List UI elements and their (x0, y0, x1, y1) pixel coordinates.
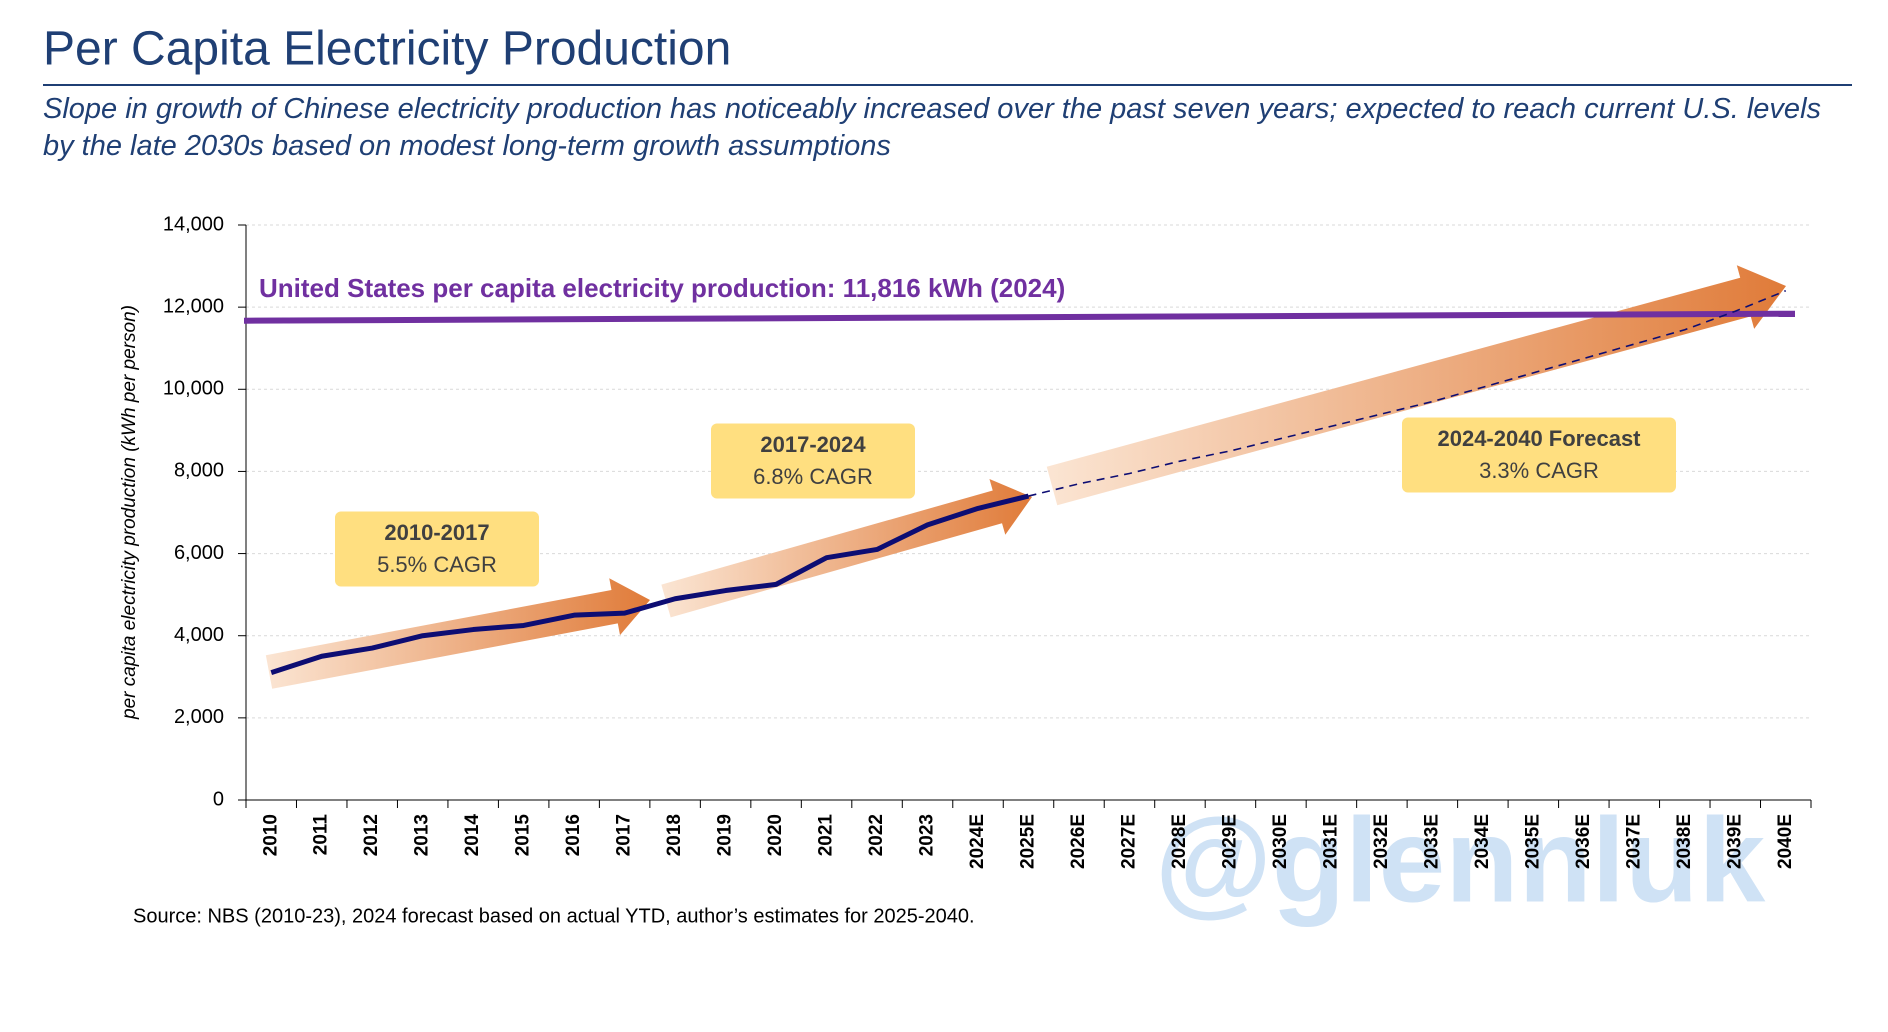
x-tick-label: 2026E (1068, 814, 1089, 869)
y-tick-label: 12,000 (163, 295, 224, 317)
source-note: Source: NBS (2010-23), 2024 forecast bas… (133, 905, 975, 927)
x-tick-label: 2024E (967, 814, 988, 869)
y-tick-label: 0 (213, 788, 224, 810)
trend-arrow (661, 478, 1032, 618)
x-tick-label: 2010 (260, 814, 281, 856)
y-tick-label: 4,000 (174, 624, 224, 646)
series-line (1028, 289, 1787, 497)
x-tick-label: 2017 (614, 814, 635, 856)
annotation-title: 2010-2017 (384, 520, 489, 545)
x-tick-label: 2015 (513, 814, 534, 857)
annotation-box (335, 511, 539, 587)
series-line (270, 493, 1030, 676)
x-tick-label: 2029E (1219, 814, 1240, 869)
x-tick-label: 2030E (1270, 814, 1291, 869)
x-tick-label: 2016 (563, 814, 584, 856)
x-tick-label: 2037E (1623, 814, 1644, 869)
y-tick-label: 10,000 (163, 378, 224, 400)
x-tick-label: 2014 (462, 814, 483, 857)
x-tick-label: 2028E (1169, 814, 1190, 869)
annotation-box (1402, 417, 1676, 493)
x-tick-label: 2039E (1724, 814, 1745, 869)
x-tick-label: 2033E (1421, 814, 1442, 869)
reference-label: United States per capita electricity pro… (259, 273, 1065, 303)
y-tick-label: 2,000 (174, 706, 224, 728)
x-tick-label: 2034E (1472, 814, 1493, 869)
y-axis-label: per capita electricity production (kWh p… (119, 305, 140, 720)
annotation-title: 2017-2024 (760, 432, 866, 457)
x-tick-label: 2035E (1522, 814, 1543, 869)
x-tick-label: 2027E (1118, 814, 1139, 869)
subtitle: Slope in growth of Chinese electricity p… (43, 93, 1821, 162)
x-tick-label: 2021 (816, 814, 837, 857)
chart-title: Per Capita Electricity Production (43, 23, 731, 76)
x-tick-label: 2040E (1775, 814, 1796, 869)
x-tick-label: 2018 (664, 814, 685, 856)
watermark: @glennluk (1155, 794, 1766, 928)
x-tick-label: 2019 (715, 814, 736, 856)
annotation-box (711, 423, 915, 499)
x-tick-label: 2013 (412, 814, 433, 856)
x-tick-label: 2012 (361, 814, 382, 856)
trend-arrow (1046, 265, 1786, 506)
annotation-title: 2024-2040 Forecast (1437, 426, 1641, 451)
x-tick-label: 2036E (1573, 814, 1594, 869)
x-tick-label: 2025E (1018, 814, 1039, 869)
annotation-text: 6.8% CAGR (753, 464, 873, 489)
x-tick-label: 2022 (866, 814, 887, 856)
x-tick-label: 2038E (1674, 814, 1695, 869)
x-tick-label: 2023 (917, 814, 938, 856)
annotation-text: 5.5% CAGR (377, 552, 497, 577)
x-tick-label: 2020 (765, 814, 786, 856)
y-tick-label: 6,000 (174, 542, 224, 564)
x-tick-label: 2031E (1320, 814, 1341, 869)
y-tick-label: 8,000 (174, 460, 224, 482)
y-tick-label: 14,000 (163, 213, 224, 235)
annotation-text: 3.3% CAGR (1479, 458, 1599, 483)
x-tick-label: 2011 (311, 814, 332, 856)
x-tick-label: 2032E (1371, 814, 1392, 869)
reference-line (243, 310, 1796, 324)
